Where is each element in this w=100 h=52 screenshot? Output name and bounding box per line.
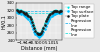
Top plate — [30, 18, 31, 19]
Top plate — [39, 33, 41, 34]
Top surface — [18, 12, 20, 13]
Top surface — [26, 16, 27, 17]
Top surface — [50, 17, 51, 18]
Top plate — [53, 11, 55, 12]
Top range — [45, 20, 46, 21]
Top plate — [21, 10, 22, 11]
Top range — [42, 29, 43, 30]
Top surface — [40, 35, 42, 36]
Top surface — [59, 13, 60, 14]
Line: Top plate: Top plate — [16, 10, 61, 34]
Legend: Top range, Top surface, Top plate, Regression
line, Regression
line: Top range, Top surface, Top plate, Regre… — [64, 4, 94, 38]
Top surface — [34, 31, 35, 32]
Line: Top range: Top range — [16, 9, 61, 34]
Top range — [43, 26, 44, 27]
Top range — [37, 32, 38, 33]
Top surface — [16, 12, 17, 13]
Top range — [18, 10, 20, 11]
Top range — [57, 10, 58, 11]
Top range — [52, 11, 53, 12]
Top surface — [21, 13, 22, 14]
Top plate — [57, 11, 58, 12]
Top surface — [56, 13, 57, 14]
Top surface — [28, 19, 29, 20]
Top range — [56, 10, 57, 11]
Top range — [16, 9, 17, 10]
Top plate — [54, 10, 56, 11]
Top range — [17, 9, 19, 10]
Top range — [24, 12, 26, 13]
Top plate — [60, 10, 61, 11]
Line: Top surface: Top surface — [16, 12, 61, 37]
Top range — [34, 26, 35, 27]
Top range — [27, 13, 28, 14]
Top surface — [30, 23, 31, 24]
Top plate — [32, 24, 34, 25]
Top plate — [36, 32, 37, 33]
Top range — [49, 14, 50, 15]
Top range — [51, 12, 52, 13]
Top plate — [37, 33, 38, 34]
Top plate — [48, 16, 49, 17]
Top plate — [20, 11, 21, 12]
Top surface — [53, 14, 55, 15]
Top range — [40, 31, 42, 32]
Top range — [20, 10, 21, 11]
X-axis label: Distance (mm): Distance (mm) — [21, 46, 57, 51]
Top plate — [44, 24, 45, 25]
Top range — [53, 10, 55, 11]
Top range — [29, 16, 30, 17]
Top surface — [37, 36, 38, 37]
Top plate — [18, 12, 20, 13]
Top range — [21, 9, 22, 10]
Top plate — [34, 28, 35, 29]
Top range — [35, 29, 36, 30]
Top plate — [24, 13, 26, 14]
Top range — [39, 32, 41, 33]
Top range — [44, 23, 45, 24]
Top surface — [22, 14, 23, 15]
Top surface — [43, 31, 44, 32]
Top surface — [36, 35, 37, 36]
Top plate — [43, 28, 44, 29]
Top surface — [54, 13, 56, 14]
Top surface — [46, 23, 48, 24]
Top plate — [26, 12, 27, 13]
Top plate — [16, 10, 17, 11]
Top plate — [31, 21, 32, 22]
Top range — [36, 31, 37, 32]
Top range — [50, 13, 51, 14]
Top plate — [46, 18, 48, 19]
Top surface — [58, 12, 59, 13]
Top range — [59, 10, 60, 11]
Y-axis label: HV0.1: HV0.1 — [1, 14, 6, 29]
Top plate — [40, 32, 42, 33]
Top surface — [39, 36, 41, 37]
